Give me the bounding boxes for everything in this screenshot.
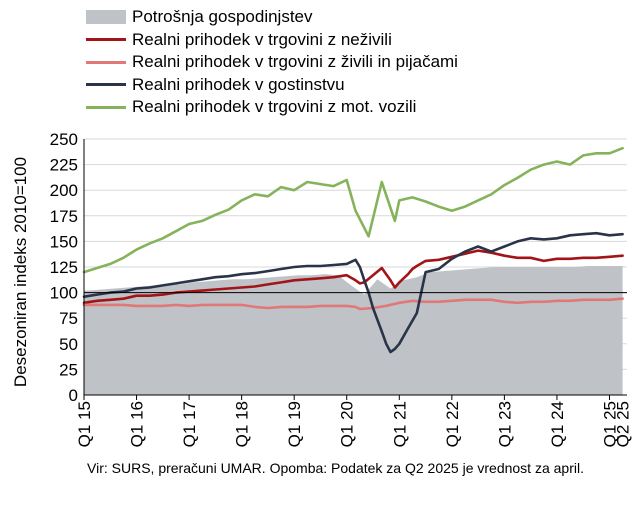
y-tick-label-75: 75 [59, 309, 78, 328]
legend-label-nonfood: Realni prihodek v trgovini z neživili [132, 29, 392, 49]
x-tick-label-Q1-25: Q1 25 [600, 401, 619, 447]
legend-swatch-consumption [86, 10, 126, 25]
legend: Potrošnja gospodinjstev Realni prihodek … [86, 6, 458, 119]
x-tick-label-Q1-18: Q1 18 [233, 401, 252, 447]
y-tick-label-25: 25 [59, 360, 78, 379]
legend-label-consumption: Potrošnja gospodinjstev [132, 7, 313, 27]
legend-item-food: Realni prihodek v trgovini z živili in p… [86, 51, 458, 74]
x-tick-label-Q1-24: Q1 24 [548, 401, 567, 447]
x-tick-label-Q1-15: Q1 15 [75, 401, 94, 447]
line-series-layer [82, 146, 624, 354]
y-tick-label-150: 150 [50, 232, 78, 251]
legend-swatch-nonfood [86, 38, 126, 42]
x-tick-label-Q1-23: Q1 23 [495, 401, 514, 447]
area-household-consumption [84, 265, 623, 395]
y-axis-label: Desezoniran indeks 2010=100 [11, 156, 30, 388]
legend-item-consumption: Potrošnja gospodinjstev [86, 6, 458, 29]
x-tick-label-Q1-17: Q1 17 [180, 401, 199, 447]
legend-swatch-motor-vehicles [86, 105, 126, 109]
legend-label-food: Realni prihodek v trgovini z živili in p… [132, 52, 458, 72]
legend-item-nonfood: Realni prihodek v trgovini z neživili [86, 29, 458, 52]
y-tick-label-225: 225 [50, 156, 78, 175]
x-tick-label-Q1-16: Q1 16 [128, 401, 147, 447]
legend-item-motor-vehicles: Realni prihodek v trgovini z mot. vozili [86, 96, 458, 119]
line-retail-food [82, 297, 624, 311]
line-motor-vehicles [82, 146, 624, 274]
area-series-layer [84, 265, 623, 395]
x-tick-labels: Q1 15 Q1 16 Q1 17 Q1 18 Q1 19 Q1 20 Q1 21 Q1 22… [75, 395, 633, 447]
y-tick-labels: 0 25 50 75 100 125 150 175 200 225 250 [50, 130, 78, 405]
y-tick-label-200: 200 [50, 181, 78, 200]
source-note: Vir: SURS, preračuni UMAR. Opomba: Podat… [87, 460, 584, 476]
y-tick-label-250: 250 [50, 130, 78, 149]
axes [83, 139, 627, 396]
y-tick-label-125: 125 [50, 258, 78, 277]
x-tick-label-Q2-25: Q2 25 [614, 401, 633, 447]
x-tick-label-Q1-21: Q1 21 [390, 401, 409, 447]
y-tick-label-175: 175 [50, 207, 78, 226]
legend-label-hospitality: Realni prihodek v gostinstvu [132, 74, 345, 94]
x-tick-label-Q1-22: Q1 22 [443, 401, 462, 447]
legend-label-motor-vehicles: Realni prihodek v trgovini z mot. vozili [132, 97, 417, 117]
y-tick-label-100: 100 [50, 284, 78, 303]
legend-swatch-food [86, 60, 126, 64]
x-tick-label-Q1-19: Q1 19 [285, 401, 304, 447]
x-tick-label-Q1-20: Q1 20 [338, 401, 357, 447]
y-tick-label-0: 0 [69, 386, 78, 405]
legend-swatch-hospitality [86, 83, 126, 87]
y-tick-label-50: 50 [59, 335, 78, 354]
legend-item-hospitality: Realni prihodek v gostinstvu [86, 74, 458, 97]
line-retail-non-food [82, 249, 624, 305]
